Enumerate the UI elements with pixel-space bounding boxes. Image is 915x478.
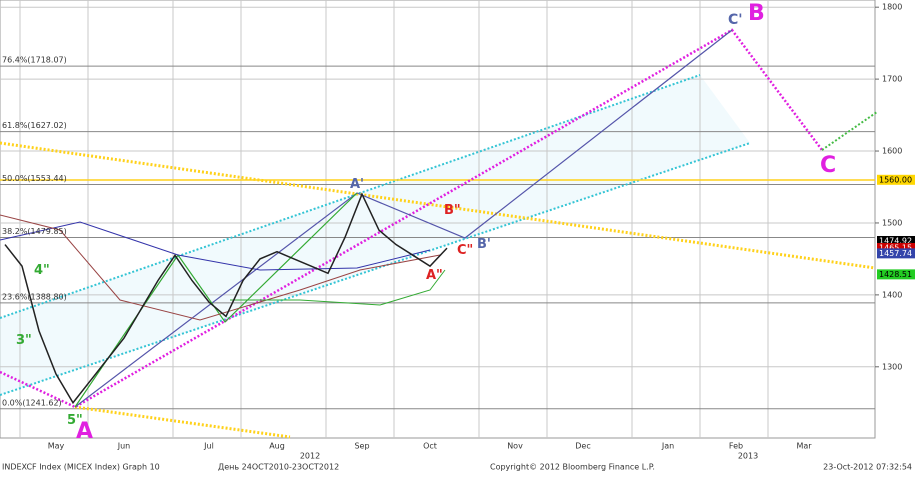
wave-label: C' bbox=[728, 12, 743, 28]
wave-label: A' bbox=[350, 177, 364, 192]
x-tick-label: Jun bbox=[117, 442, 131, 451]
wave-label: 5" bbox=[67, 413, 83, 428]
x-tick-label: Sep bbox=[354, 442, 369, 451]
wave-label: B' bbox=[477, 237, 491, 252]
price-tag bbox=[877, 174, 915, 185]
wave-label: C" bbox=[457, 243, 473, 258]
year-label: 2013 bbox=[738, 452, 758, 461]
reference-label: 50.0%(1553.44) bbox=[2, 174, 67, 183]
wave-line bbox=[74, 29, 733, 408]
x-tick-label: Jul bbox=[203, 442, 214, 451]
price-label: 1428.51 bbox=[879, 270, 912, 279]
price-tag bbox=[877, 235, 915, 246]
x-tick-label: May bbox=[48, 442, 65, 451]
wave-label: 4" bbox=[34, 263, 50, 278]
marks bbox=[4, 192, 448, 405]
footer-text: 23-Oct-2012 07:32:54 bbox=[823, 463, 912, 472]
y-tick-label: 1600 bbox=[882, 147, 902, 156]
year-label: 2012 bbox=[300, 452, 320, 461]
reference-label: 61.8%(1627.02) bbox=[2, 121, 67, 130]
x-tick-label: Mar bbox=[796, 442, 812, 451]
wave-label: C bbox=[820, 153, 836, 178]
x-tick-label: Feb bbox=[729, 442, 743, 451]
x-tick-label: Dec bbox=[575, 442, 590, 451]
wave-label: A" bbox=[426, 268, 443, 283]
wave-label: B" bbox=[444, 203, 461, 218]
wave-label: 3" bbox=[16, 333, 32, 348]
trendline bbox=[0, 141, 876, 270]
trendline bbox=[74, 405, 291, 439]
reference-label: 0.0%(1241.62) bbox=[2, 398, 62, 407]
x-tick-label: Nov bbox=[507, 442, 523, 451]
wave-label: B bbox=[748, 1, 765, 26]
y-tick-label: 1400 bbox=[882, 290, 902, 299]
price-tag bbox=[877, 243, 915, 254]
footer-text: День 24OCT2010-23OCT2012 bbox=[218, 463, 339, 472]
reference-label: 76.4%(1718.07) bbox=[2, 56, 67, 65]
price-line bbox=[4, 192, 448, 405]
reference-label: 23.6%(1388.80) bbox=[2, 292, 67, 301]
price-tag bbox=[877, 269, 915, 280]
price-label: 1465.15 bbox=[879, 244, 912, 253]
price-label: 1560.00 bbox=[879, 175, 912, 184]
x-tick-label: Aug bbox=[269, 442, 285, 451]
trendline bbox=[0, 28, 823, 409]
wave-label: A bbox=[76, 419, 93, 444]
y-tick-label: 1700 bbox=[882, 75, 902, 84]
reference-label: 38.2%(1479.85) bbox=[2, 227, 67, 236]
footer-text: Copyright© 2012 Bloomberg Finance L.P. bbox=[490, 463, 655, 472]
price-tag bbox=[877, 248, 915, 259]
footer-text: INDEXCF Index (MICEX Index) Graph 10 bbox=[2, 463, 160, 472]
trendline bbox=[821, 111, 878, 151]
price-label: 1474.92 bbox=[879, 236, 912, 245]
y-tick-label: 1500 bbox=[882, 218, 902, 227]
y-tick-label: 1800 bbox=[882, 3, 902, 12]
y-tick-label: 1300 bbox=[882, 362, 902, 371]
price-label: 1457.74 bbox=[879, 249, 912, 258]
moving-average bbox=[0, 214, 441, 321]
x-tick-label: Oct bbox=[423, 442, 437, 451]
moving-average bbox=[230, 269, 446, 306]
moving-average bbox=[0, 221, 431, 271]
x-tick-label: Jan bbox=[661, 442, 674, 451]
